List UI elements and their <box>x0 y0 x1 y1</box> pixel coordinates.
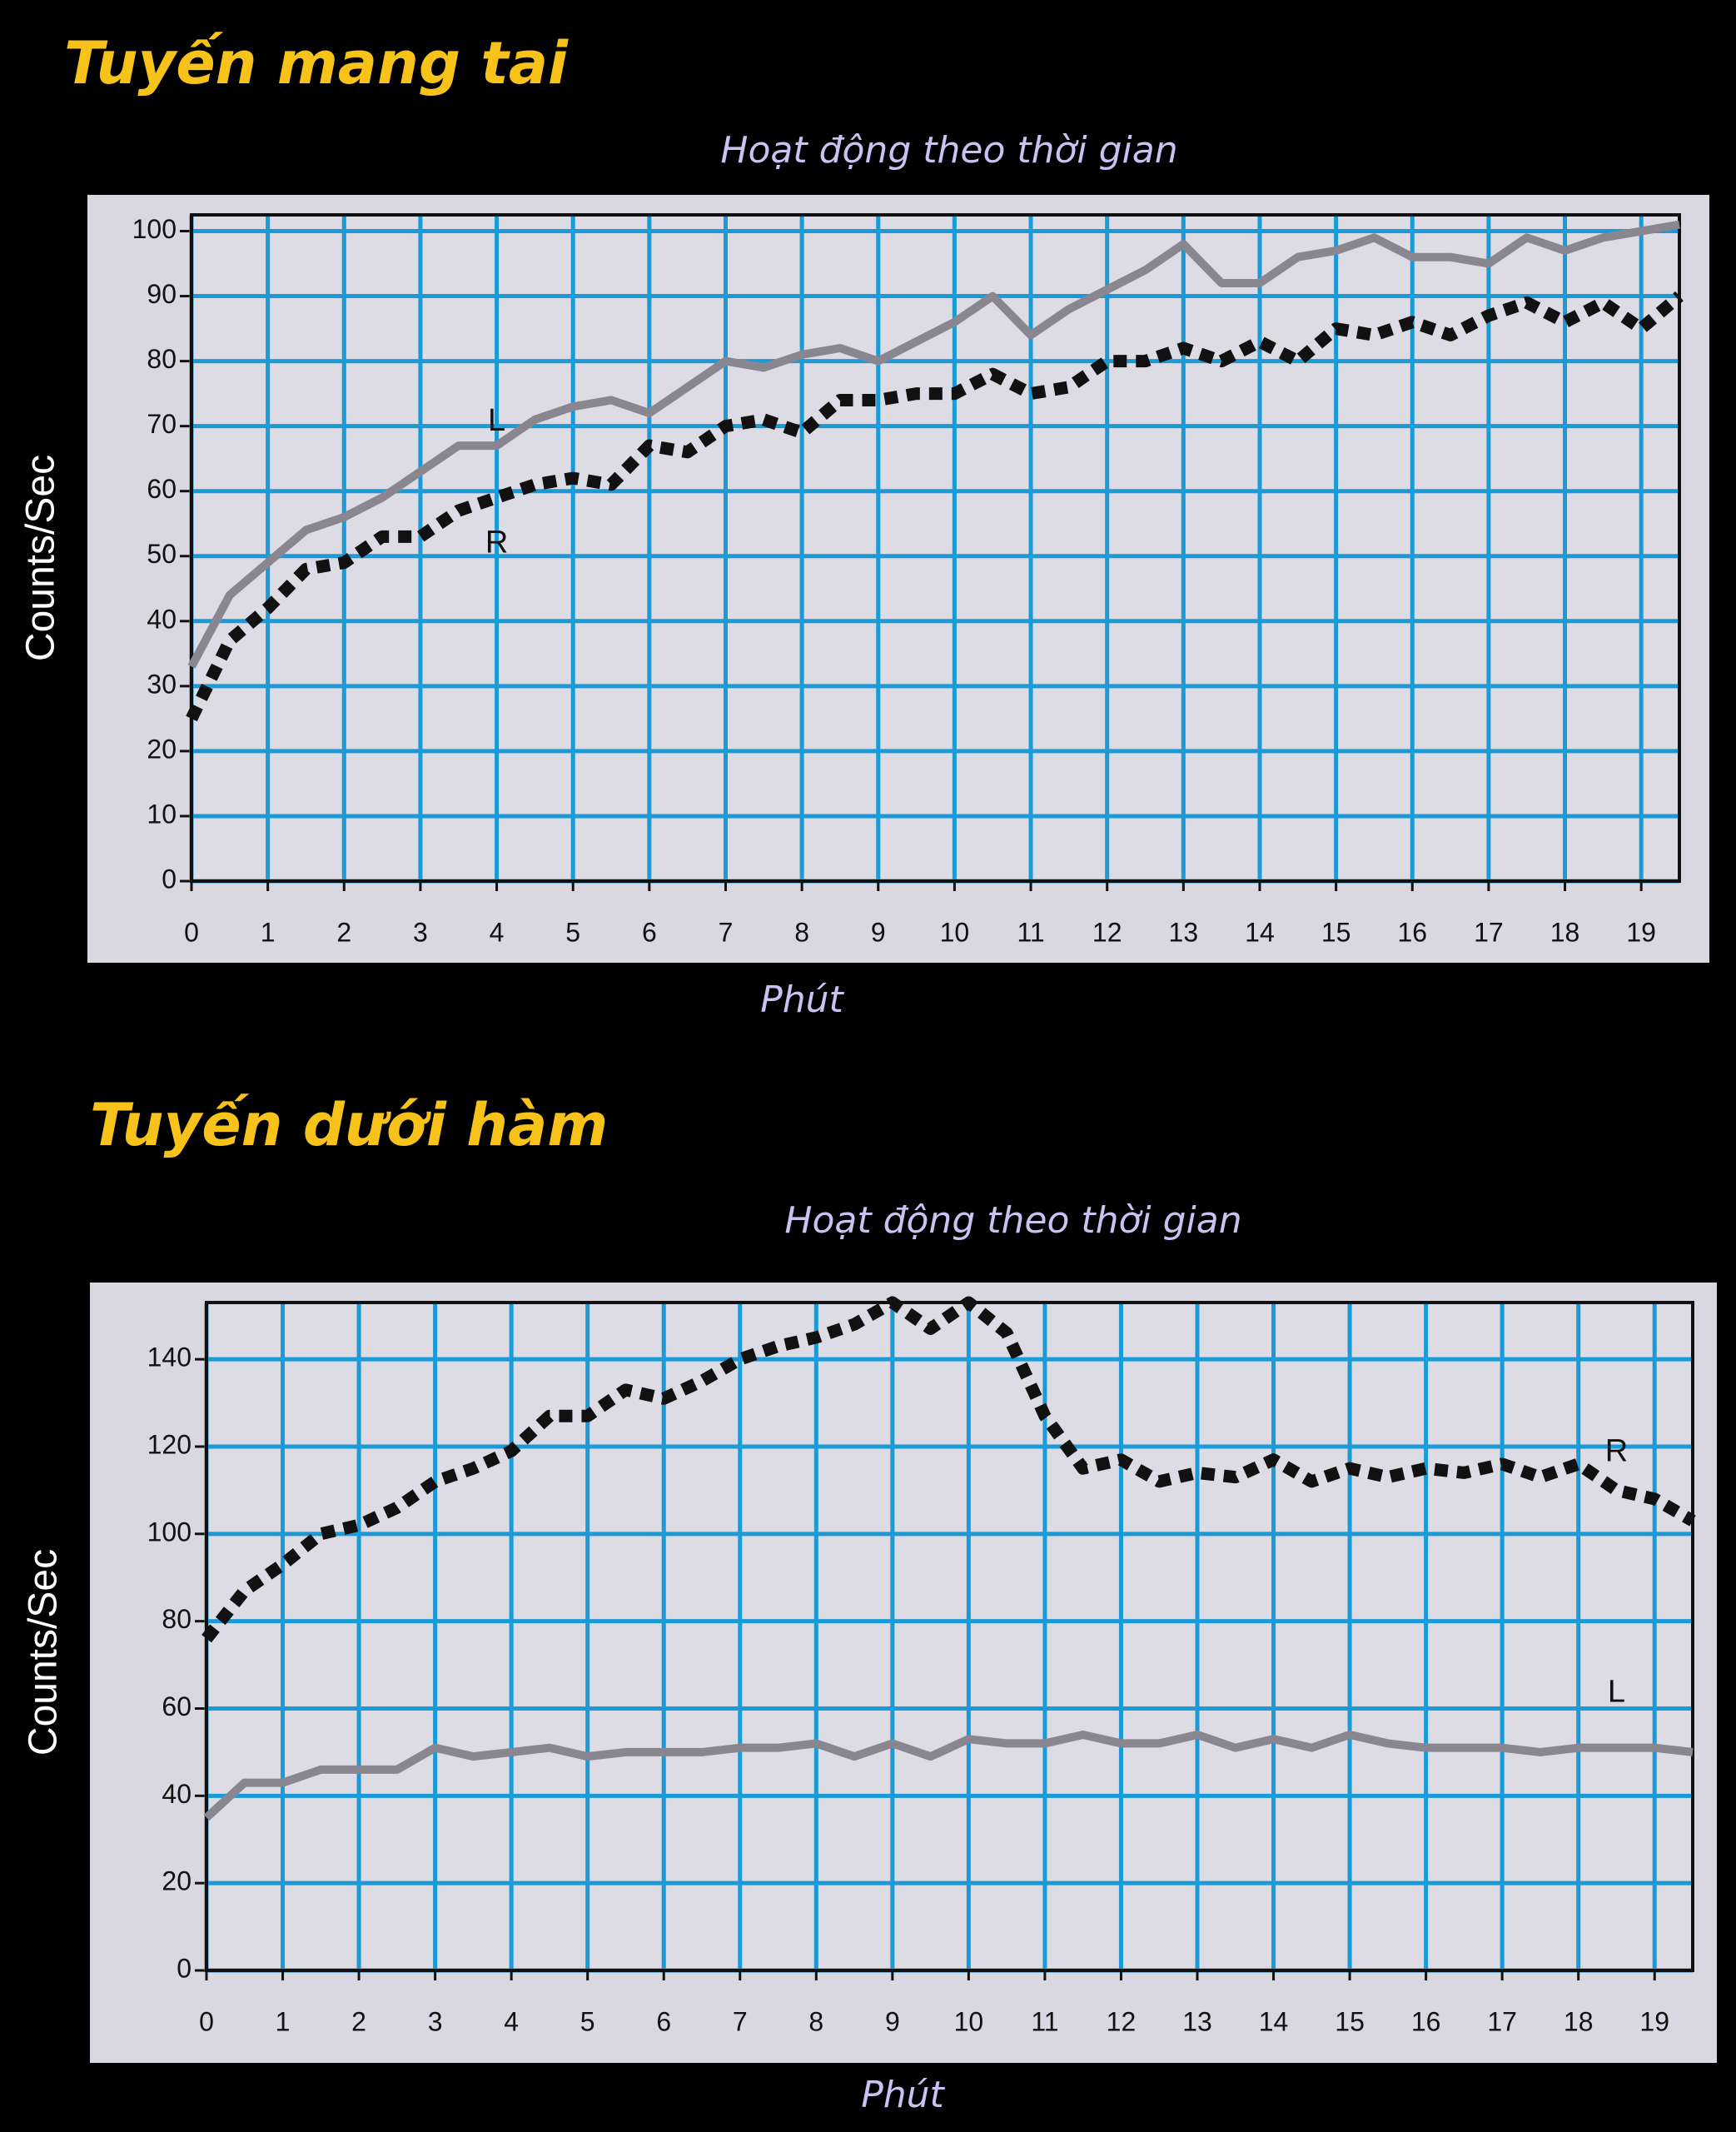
y-tick-label: 120 <box>147 1429 192 1459</box>
y-tick-label: 100 <box>132 214 177 244</box>
x-tick-label: 0 <box>199 2006 214 2036</box>
x-tick-label: 15 <box>1321 917 1351 947</box>
plot-border <box>190 213 1681 883</box>
x-tick-label: 6 <box>642 917 657 947</box>
y-tick-label: 30 <box>147 669 177 699</box>
y-tick-label: 20 <box>162 1866 192 1896</box>
chart-subtitle: Hoạt động theo thời gian <box>784 1199 1241 1242</box>
x-tick-label: 7 <box>719 917 734 947</box>
x-tick-label: 6 <box>656 2006 671 2036</box>
x-tick-label: 2 <box>351 2006 366 2036</box>
x-tick-label: 14 <box>1245 917 1275 947</box>
series-line <box>186 291 1684 722</box>
y-tick-label: 140 <box>147 1342 192 1372</box>
series-line <box>203 1730 1694 1821</box>
x-tick-label: 0 <box>184 917 199 947</box>
x-tick-label: 18 <box>1550 917 1580 947</box>
x-tick-label: 17 <box>1487 2006 1517 2036</box>
x-tick-label: 3 <box>428 2006 443 2036</box>
series-line <box>201 1296 1696 1643</box>
y-tick-label: 70 <box>147 409 177 439</box>
x-tick-label: 8 <box>808 2006 823 2036</box>
plot-area <box>192 215 1679 881</box>
x-tick-label: 7 <box>733 2006 748 2036</box>
y-tick-label: 80 <box>162 1604 192 1634</box>
x-tick-label: 11 <box>1017 917 1044 947</box>
series-line <box>187 220 1680 669</box>
x-tick-label: 11 <box>1031 2006 1058 2036</box>
y-tick-label: 40 <box>162 1779 192 1809</box>
y-axis-label: Counts/Sec <box>19 455 63 661</box>
x-tick-label: 8 <box>794 917 809 947</box>
x-tick-label: 18 <box>1564 2006 1594 2036</box>
y-tick-label: 60 <box>147 474 177 504</box>
y-tick-label: 0 <box>177 1953 192 1983</box>
y-tick-label: 80 <box>147 344 177 374</box>
x-axis-label: Phút <box>861 2074 945 2116</box>
y-tick-label: 10 <box>147 799 177 829</box>
series-label: R <box>485 526 508 560</box>
chart-title: Tuyến mang tai <box>64 29 569 97</box>
x-tick-label: 13 <box>1169 917 1199 947</box>
y-tick-label: 50 <box>147 539 177 569</box>
y-tick-label: 60 <box>162 1691 192 1721</box>
plot-area <box>206 1303 1693 1970</box>
y-tick-label: 100 <box>147 1517 192 1547</box>
y-tick-label: 40 <box>147 604 177 634</box>
x-tick-label: 12 <box>1107 2006 1137 2036</box>
series-label: L <box>1608 1675 1625 1710</box>
x-tick-label: 12 <box>1092 917 1122 947</box>
x-tick-label: 19 <box>1626 917 1656 947</box>
x-tick-label: 14 <box>1259 2006 1289 2036</box>
x-tick-label: 9 <box>871 917 886 947</box>
x-tick-label: 13 <box>1182 2006 1212 2036</box>
x-tick-label: 16 <box>1411 2006 1441 2036</box>
series-label: R <box>1605 1433 1628 1468</box>
x-tick-label: 3 <box>413 917 428 947</box>
x-tick-label: 9 <box>885 2006 900 2036</box>
y-tick-label: 0 <box>162 864 177 894</box>
x-tick-label: 2 <box>336 917 351 947</box>
y-tick-label: 20 <box>147 734 177 764</box>
x-axis-label: Phút <box>760 979 844 1021</box>
x-tick-label: 10 <box>940 917 970 947</box>
x-tick-label: 17 <box>1474 917 1504 947</box>
y-axis-label: Counts/Sec <box>22 1549 66 1756</box>
series-label: L <box>488 403 505 438</box>
x-tick-label: 4 <box>490 917 505 947</box>
x-tick-label: 5 <box>580 2006 595 2036</box>
x-tick-label: 15 <box>1335 2006 1365 2036</box>
x-tick-label: 4 <box>504 2006 519 2036</box>
chart-title: Tuyến dưới hàm <box>90 1091 608 1159</box>
x-tick-label: 5 <box>565 917 580 947</box>
x-tick-label: 10 <box>954 2006 984 2036</box>
y-tick-label: 90 <box>147 279 177 309</box>
x-tick-label: 19 <box>1639 2006 1669 2036</box>
x-tick-label: 1 <box>276 2006 291 2036</box>
x-tick-label: 1 <box>261 917 276 947</box>
x-tick-label: 16 <box>1397 917 1427 947</box>
chart-subtitle: Hoạt động theo thời gian <box>720 129 1177 172</box>
